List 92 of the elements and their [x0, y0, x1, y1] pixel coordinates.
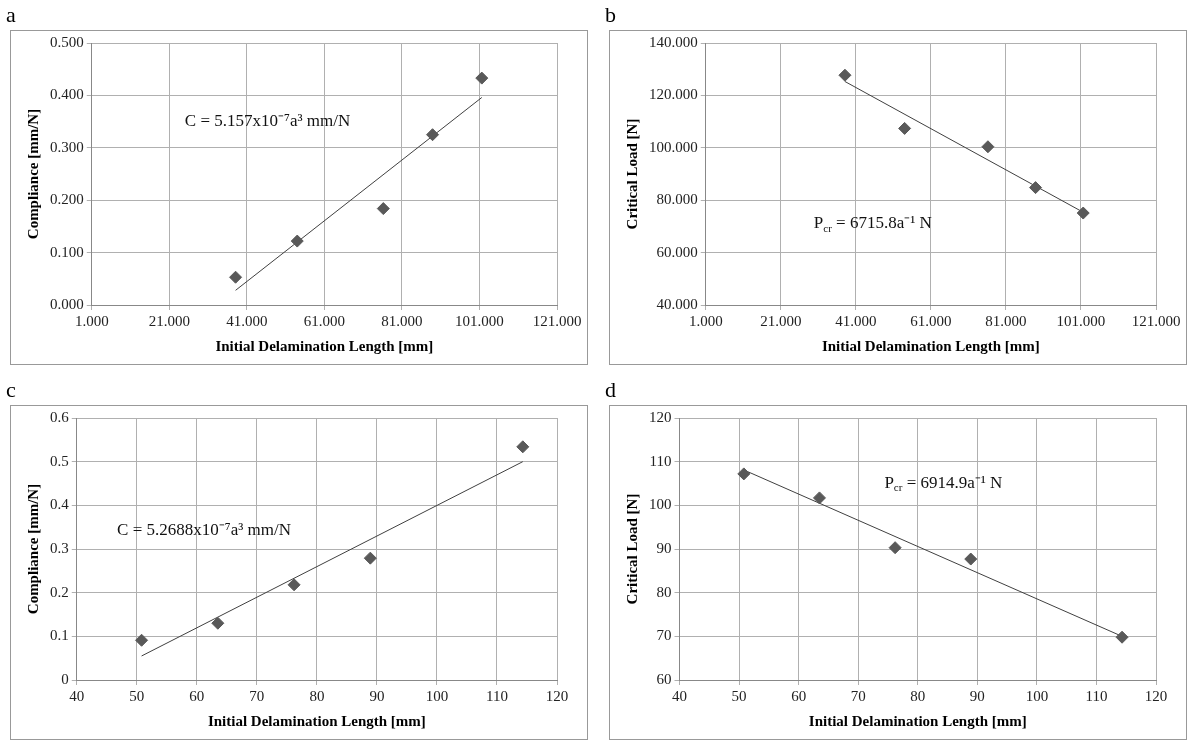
x-tick-label: 90 [369, 687, 385, 704]
x-tick-label: 120 [1144, 687, 1168, 704]
x-tick-label: 40 [69, 687, 85, 704]
chart-title: b [604, 1, 617, 29]
x-tick-label: 80 [309, 687, 325, 704]
point [737, 467, 751, 481]
point [812, 491, 826, 505]
x-tick-label: 41.000 [835, 312, 877, 329]
point [290, 234, 304, 248]
y-tick-label: 90 [656, 539, 672, 556]
x-tick-label: 70 [850, 687, 866, 704]
y-tick-label: 0.200 [50, 191, 84, 208]
x-tick-label: 81.000 [381, 312, 423, 329]
annotation: C = 5.157x10⁻⁷a³ mm/N [184, 111, 351, 131]
point [475, 71, 489, 85]
y-tick-label: 0.500 [50, 33, 84, 50]
x-tick-label: 121.000 [532, 312, 582, 329]
point [376, 202, 390, 216]
x-axis-title: Initial Delamination Length [mm] [808, 712, 1027, 729]
y-axis-title: Critical Load [N] [623, 493, 640, 605]
chart-title: c [5, 376, 17, 404]
point [888, 541, 902, 555]
y-axis-title: Compliance [mm/N] [24, 108, 41, 240]
y-tick-label: 80.000 [656, 191, 698, 208]
x-tick-label: 50 [129, 687, 145, 704]
x-tick-label: 61.000 [303, 312, 345, 329]
y-tick-label: 60.000 [656, 243, 698, 260]
x-tick-label: 121.000 [1131, 312, 1181, 329]
y-tick-label: 0.4 [50, 496, 70, 513]
x-tick-label: 41.000 [226, 312, 268, 329]
point [426, 128, 440, 142]
point [898, 121, 912, 135]
point [1029, 181, 1043, 195]
point [135, 633, 149, 647]
point [211, 616, 225, 630]
x-tick-label: 90 [969, 687, 985, 704]
x-tick-label: 70 [249, 687, 265, 704]
x-tick-label: 21.000 [148, 312, 190, 329]
x-tick-label: 50 [731, 687, 747, 704]
y-tick-label: 120.000 [649, 86, 698, 103]
x-axis-title: Initial Delamination Length [mm] [207, 712, 426, 729]
y-tick-label: 0 [61, 670, 69, 687]
y-tick-label: 0.6 [50, 408, 70, 425]
y-tick-label: 0.400 [50, 86, 84, 103]
x-tick-label: 110 [1085, 687, 1108, 704]
y-tick-label: 110 [649, 452, 672, 469]
y-tick-label: 100.000 [649, 138, 698, 155]
point [838, 68, 852, 82]
x-tick-label: 40 [672, 687, 687, 704]
point [1076, 206, 1090, 220]
y-tick-label: 0.100 [50, 243, 84, 260]
x-axis-title: Initial Delamination Length [mm] [821, 337, 1040, 354]
x-tick-label: 60 [189, 687, 205, 704]
point [516, 440, 530, 454]
point [229, 270, 243, 284]
annotation: C = 5.2688x10⁻⁷a³ mm/N [117, 520, 292, 540]
x-tick-label: 61.000 [910, 312, 952, 329]
x-tick-label: 60 [791, 687, 807, 704]
point [1115, 630, 1129, 644]
x-tick-label: 110 [485, 687, 508, 704]
y-tick-label: 70 [656, 627, 672, 644]
y-tick-label: 0.000 [50, 295, 84, 312]
x-tick-label: 1.000 [74, 312, 109, 329]
x-tick-label: 81.000 [985, 312, 1027, 329]
point [981, 140, 995, 154]
y-tick-label: 60 [656, 670, 672, 687]
x-tick-label: 120 [545, 687, 569, 704]
x-tick-label: 101.000 [455, 312, 504, 329]
x-tick-label: 80 [910, 687, 926, 704]
y-tick-label: 0.5 [50, 452, 69, 469]
x-tick-label: 100 [425, 687, 449, 704]
y-tick-label: 0.300 [50, 138, 84, 155]
x-axis-title: Initial Delamination Length [mm] [215, 337, 434, 354]
y-tick-label: 0.1 [50, 627, 69, 644]
x-tick-label: 1.000 [688, 312, 723, 329]
chart-title: a [5, 1, 17, 29]
x-tick-label: 101.000 [1056, 312, 1106, 329]
y-tick-label: 140.000 [649, 33, 698, 50]
y-tick-label: 100 [649, 496, 672, 513]
x-tick-label: 21.000 [760, 312, 802, 329]
point [363, 551, 377, 565]
y-axis-title: Critical Load [N] [623, 118, 640, 230]
y-tick-label: 120 [649, 408, 672, 425]
x-tick-label: 100 [1025, 687, 1049, 704]
y-tick-label: 80 [656, 583, 672, 600]
point [287, 578, 301, 592]
chart-title: d [604, 376, 617, 404]
y-tick-label: 0.2 [50, 583, 69, 600]
y-tick-label: 40.000 [656, 295, 698, 312]
y-tick-label: 0.3 [50, 539, 69, 556]
y-axis-title: Compliance [mm/N] [24, 483, 41, 615]
point [964, 552, 978, 566]
